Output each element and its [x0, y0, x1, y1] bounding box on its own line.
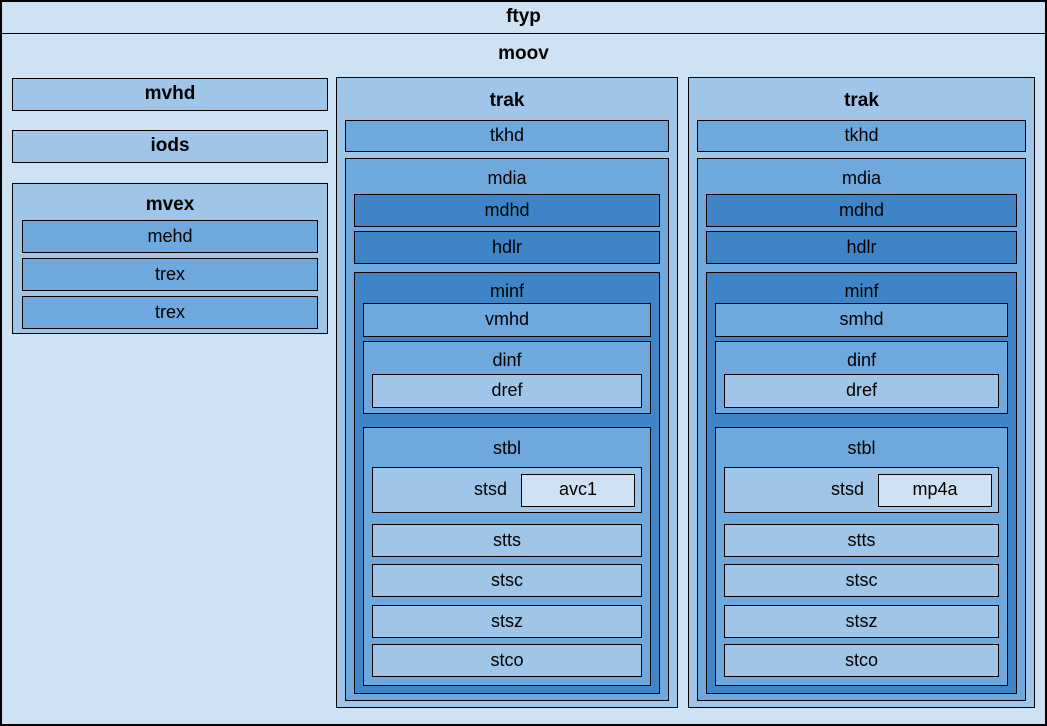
box-stts-video: stts: [372, 524, 642, 557]
box-hdlr-video: hdlr: [354, 231, 660, 264]
box-stsc-audio-label: stsc: [845, 569, 878, 590]
box-mdia-audio: mdia mdhd hdlr minf smhd dinf dref: [697, 158, 1026, 701]
box-stbl-video-label: stbl: [492, 438, 521, 458]
box-hdlr-audio: hdlr: [706, 231, 1017, 264]
box-stsd-audio: stsd mp4a: [724, 467, 999, 513]
box-stsz-audio-label: stsz: [845, 610, 878, 631]
box-mdia-video: mdia mdhd hdlr minf vmhd dinf dref: [345, 158, 669, 701]
box-stsd-video: stsd avc1: [372, 467, 642, 513]
box-mehd-label: mehd: [147, 225, 193, 246]
box-mvhd-label: mvhd: [144, 83, 196, 105]
box-stbl-audio-label: stbl: [847, 438, 876, 458]
box-stsc-video-label: stsc: [490, 569, 523, 590]
box-mvex: mvex mehd trex trex: [12, 183, 328, 334]
box-mdhd-audio-label: mdhd: [838, 199, 885, 220]
box-mdhd-audio: mdhd: [706, 194, 1017, 227]
box-mvex-label: mvex: [145, 194, 195, 215]
box-tkhd-audio: tkhd: [697, 120, 1026, 152]
box-mp4a-label: mp4a: [912, 479, 958, 500]
box-ftyp-label: ftyp: [506, 6, 541, 28]
box-stbl-audio: stbl stsd mp4a stts stsc stsz: [715, 427, 1008, 686]
box-stsc-audio: stsc: [724, 564, 999, 597]
box-minf-video: minf vmhd dinf dref stbl stsd avc1: [354, 272, 660, 694]
box-tkhd-video: tkhd: [345, 120, 669, 152]
box-dinf-audio: dinf dref: [715, 341, 1008, 414]
box-moov-label: moov: [498, 43, 549, 64]
box-trex-2: trex: [22, 296, 318, 329]
box-smhd: smhd: [715, 303, 1008, 337]
box-mdia-video-label: mdia: [487, 168, 527, 188]
box-trex-1: trex: [22, 258, 318, 291]
box-mvhd: mvhd: [12, 78, 328, 111]
box-trak-video: trak tkhd mdia mdhd hdlr minf vmhd dinf: [336, 77, 678, 708]
box-stts-video-label: stts: [492, 529, 521, 550]
box-stco-video: stco: [372, 644, 642, 677]
box-mdia-audio-label: mdia: [841, 168, 881, 188]
box-stsz-audio: stsz: [724, 605, 999, 638]
box-trak-video-label: trak: [489, 90, 525, 111]
box-dref-video: dref: [372, 374, 642, 408]
box-smhd-label: smhd: [839, 309, 884, 330]
box-minf-audio: minf smhd dinf dref stbl stsd mp4a: [706, 272, 1017, 694]
box-minf-audio-label: minf: [844, 281, 879, 301]
box-mdhd-video: mdhd: [354, 194, 660, 227]
box-vmhd-label: vmhd: [484, 309, 529, 330]
box-hdlr-audio-label: hdlr: [846, 236, 877, 257]
box-stco-audio: stco: [724, 644, 999, 677]
box-hdlr-video-label: hdlr: [491, 236, 522, 257]
box-stsd-audio-label: stsd: [830, 479, 864, 500]
box-stts-audio-label: stts: [847, 529, 876, 550]
box-dref-audio-label: dref: [845, 380, 878, 401]
box-mehd: mehd: [22, 220, 318, 253]
box-dref-video-label: dref: [491, 380, 523, 401]
box-stsc-video: stsc: [372, 564, 642, 597]
box-minf-video-label: minf: [489, 281, 524, 301]
box-dinf-video-label: dinf: [492, 350, 522, 370]
box-stbl-video: stbl stsd avc1 stts stsc stsz: [363, 427, 651, 686]
box-stts-audio: stts: [724, 524, 999, 557]
box-trex-1-label: trex: [154, 263, 185, 284]
box-ftyp: ftyp: [2, 2, 1045, 34]
box-trak-audio-label: trak: [844, 90, 879, 111]
box-stsd-video-label: stsd: [473, 479, 507, 500]
box-stsz-video-label: stsz: [490, 610, 523, 631]
box-stco-video-label: stco: [490, 649, 524, 670]
box-mdhd-video-label: mdhd: [484, 199, 530, 220]
box-iods: iods: [12, 130, 328, 163]
box-mp4a: mp4a: [878, 473, 992, 507]
box-vmhd: vmhd: [363, 303, 651, 337]
box-stco-audio-label: stco: [844, 649, 878, 670]
box-avc1-label: avc1: [558, 479, 598, 500]
box-tkhd-video-label: tkhd: [489, 125, 525, 146]
box-trex-2-label: trex: [154, 301, 185, 322]
box-dinf-video: dinf dref: [363, 341, 651, 414]
box-dref-audio: dref: [724, 374, 999, 408]
box-stsz-video: stsz: [372, 605, 642, 638]
box-iods-label: iods: [150, 135, 190, 157]
box-dinf-audio-label: dinf: [846, 350, 877, 370]
box-trak-audio: trak tkhd mdia mdhd hdlr minf smhd dinf: [688, 77, 1035, 708]
box-avc1: avc1: [521, 473, 635, 507]
box-tkhd-audio-label: tkhd: [844, 125, 879, 146]
